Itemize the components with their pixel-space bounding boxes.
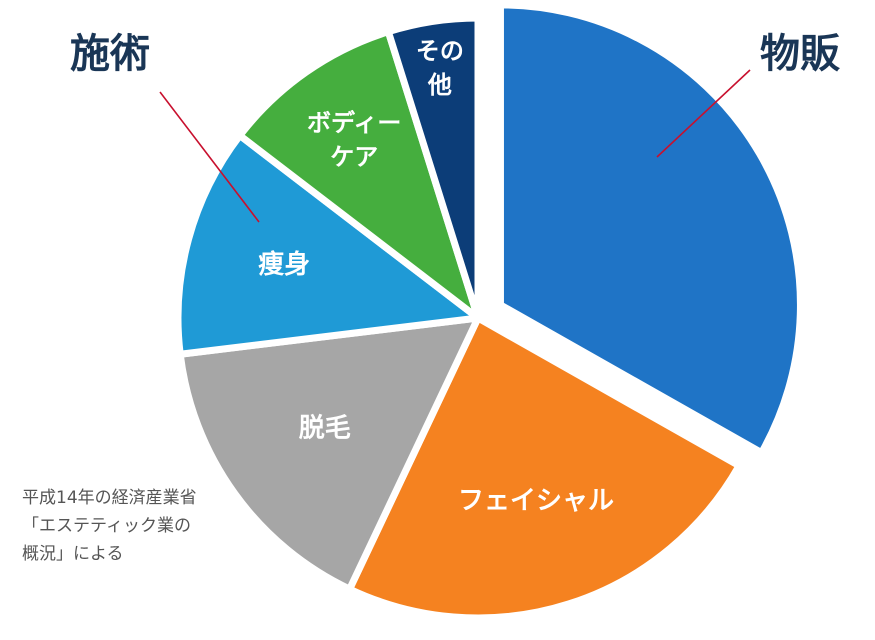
pie-slice-3 xyxy=(176,314,482,593)
leader-line-product xyxy=(656,69,751,158)
slice-label-6: その他 xyxy=(416,37,464,99)
slice-label-2: フェイシャル xyxy=(458,486,614,516)
pie-slice-4 xyxy=(174,132,482,358)
source-note-line-3: 概況」による xyxy=(22,544,124,564)
group-label-treatment: 施術 xyxy=(70,31,150,77)
pie-slice-6 xyxy=(384,14,482,322)
leader-line-treatment xyxy=(159,91,260,223)
pie-slice-1 xyxy=(496,1,804,457)
slice-label-5: ボディーケア xyxy=(307,109,401,171)
source-note-line-1: 平成14年の経済産業省 xyxy=(22,488,197,508)
group-label-product: 物販 xyxy=(760,31,840,77)
slice-label-4: 痩身 xyxy=(258,249,310,280)
pie-slice-2 xyxy=(346,314,743,622)
pie-slice-5 xyxy=(236,28,482,322)
source-note: 平成14年の経済産業省 「エステティック業の 概況」による xyxy=(22,484,262,568)
slice-label-3: 脱毛 xyxy=(299,413,351,443)
source-note-line-2: 「エステティック業の xyxy=(22,516,191,536)
